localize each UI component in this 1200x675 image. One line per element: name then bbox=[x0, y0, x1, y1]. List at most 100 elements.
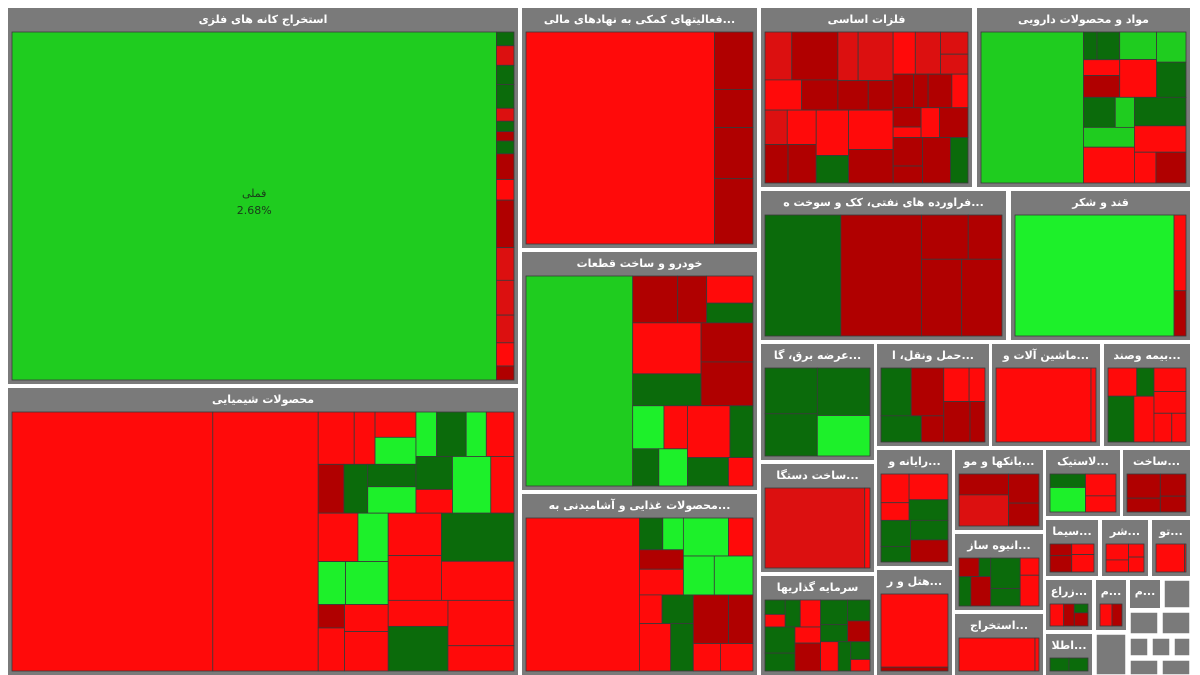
tile bbox=[837, 641, 852, 672]
tile bbox=[880, 502, 910, 521]
tile bbox=[317, 561, 346, 605]
tile bbox=[496, 64, 515, 85]
sector: سرمایه گذاریها bbox=[761, 576, 874, 675]
tile bbox=[714, 127, 754, 180]
tile bbox=[764, 79, 803, 111]
tile bbox=[1153, 412, 1173, 443]
tile bbox=[764, 652, 796, 672]
tile bbox=[1134, 125, 1187, 153]
tile bbox=[864, 487, 871, 569]
tile bbox=[1128, 556, 1145, 573]
tile bbox=[801, 79, 839, 111]
tile bbox=[1049, 487, 1086, 513]
tile bbox=[658, 448, 688, 487]
tile bbox=[496, 365, 515, 381]
tile bbox=[968, 367, 986, 402]
sector: ...ساخت دستگا bbox=[761, 464, 874, 572]
tile bbox=[1134, 96, 1187, 127]
tile bbox=[1153, 391, 1187, 414]
tile bbox=[880, 666, 949, 672]
tile bbox=[706, 275, 754, 304]
tile bbox=[951, 73, 969, 109]
tile bbox=[1184, 543, 1187, 573]
tile bbox=[1133, 395, 1155, 443]
tile bbox=[728, 594, 754, 644]
tile bbox=[921, 214, 969, 260]
sector-title: خودرو و ساخت قطعات bbox=[577, 257, 703, 270]
sector-title: ...ماشین آلات و bbox=[1002, 348, 1089, 362]
tile bbox=[1173, 290, 1187, 337]
tile bbox=[820, 599, 849, 626]
tile bbox=[1159, 495, 1187, 513]
tile bbox=[687, 457, 729, 487]
tile bbox=[820, 624, 849, 643]
tile bbox=[441, 512, 515, 562]
sector: ...زراع bbox=[1046, 580, 1092, 630]
tile bbox=[496, 199, 515, 249]
tile bbox=[892, 73, 915, 109]
tile bbox=[1083, 126, 1135, 148]
tile bbox=[632, 405, 665, 450]
tile bbox=[880, 367, 912, 417]
sector: ...حمل ونقل، ا bbox=[877, 344, 989, 446]
tile bbox=[496, 153, 515, 180]
tile bbox=[1049, 657, 1070, 672]
sector-title: ...هتل و ر bbox=[886, 575, 942, 588]
tile bbox=[764, 626, 796, 654]
tile bbox=[1063, 603, 1075, 627]
tile bbox=[816, 415, 871, 457]
empty-tile bbox=[1151, 637, 1171, 657]
tile bbox=[837, 80, 869, 111]
tile bbox=[1105, 559, 1129, 573]
tile bbox=[920, 415, 945, 443]
tile bbox=[1107, 395, 1135, 443]
tile bbox=[958, 557, 980, 578]
tile bbox=[387, 625, 449, 672]
sector: ...عرضه برق، گا bbox=[761, 344, 874, 460]
tile bbox=[632, 275, 679, 324]
sector: ...رایانه و bbox=[877, 450, 952, 566]
tile bbox=[857, 31, 894, 82]
tile bbox=[816, 367, 871, 416]
tile bbox=[1114, 96, 1135, 128]
tile bbox=[1136, 367, 1155, 397]
sector: ...سیما bbox=[1046, 520, 1098, 576]
empty-tile bbox=[1163, 579, 1191, 609]
tile bbox=[764, 109, 788, 145]
tile bbox=[317, 627, 345, 672]
empty-tile bbox=[1129, 659, 1159, 675]
tile bbox=[713, 555, 754, 596]
tile bbox=[786, 109, 817, 145]
sector: ...محصولات غذایی و آشامیدنی به bbox=[522, 494, 757, 675]
tile bbox=[1049, 543, 1073, 557]
tile bbox=[850, 659, 871, 672]
tile bbox=[764, 413, 818, 457]
tile bbox=[496, 31, 515, 47]
empty-tile bbox=[1161, 611, 1191, 635]
tile bbox=[728, 457, 754, 487]
sector: ...اطلا bbox=[1046, 634, 1092, 675]
tile bbox=[670, 623, 694, 672]
tile bbox=[11, 31, 497, 381]
tile bbox=[922, 137, 951, 184]
tile bbox=[212, 411, 319, 672]
tile bbox=[1068, 657, 1089, 672]
sector: ...شر bbox=[1102, 520, 1148, 576]
sector-title: ...م bbox=[1101, 585, 1122, 598]
tile bbox=[848, 109, 894, 150]
tile bbox=[1019, 557, 1040, 576]
tile bbox=[317, 463, 345, 514]
tile bbox=[700, 361, 754, 407]
tile bbox=[892, 137, 923, 167]
sector-frame bbox=[1130, 580, 1160, 608]
tile bbox=[415, 456, 453, 490]
tile bbox=[1126, 473, 1161, 499]
tile bbox=[1049, 603, 1065, 627]
tile bbox=[794, 626, 821, 644]
tile bbox=[344, 604, 389, 632]
tile bbox=[496, 279, 515, 316]
tile bbox=[914, 31, 941, 75]
tile bbox=[367, 486, 417, 514]
tile bbox=[848, 149, 894, 184]
tile bbox=[496, 45, 515, 66]
